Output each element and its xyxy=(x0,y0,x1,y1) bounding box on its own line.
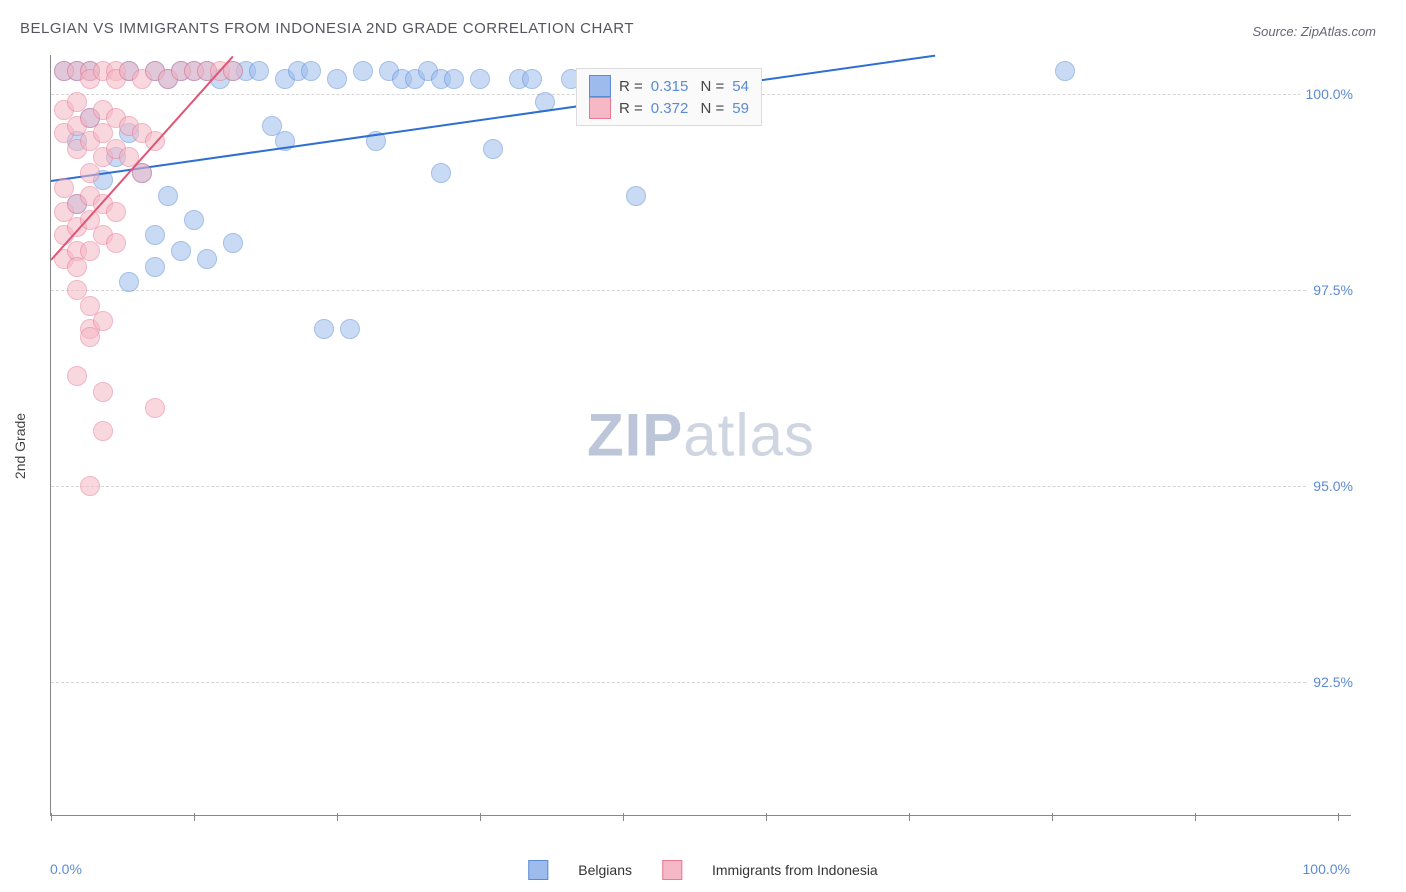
x-tick xyxy=(194,813,195,821)
data-point xyxy=(93,382,113,402)
x-tick xyxy=(909,813,910,821)
stats-box: R = 0.315 N = 54 R = 0.372 N = 59 xyxy=(576,68,762,126)
x-tick xyxy=(480,813,481,821)
data-point xyxy=(119,272,139,292)
gridline xyxy=(51,290,1351,291)
x-axis-min-label: 0.0% xyxy=(50,861,82,877)
legend: Belgians Immigrants from Indonesia xyxy=(528,860,877,880)
data-point xyxy=(106,202,126,222)
x-tick xyxy=(623,813,624,821)
data-point xyxy=(80,327,100,347)
x-axis-max-label: 100.0% xyxy=(1303,861,1350,877)
legend-swatch xyxy=(662,860,682,880)
x-tick xyxy=(1195,813,1196,821)
data-point xyxy=(522,69,542,89)
x-tick xyxy=(337,813,338,821)
data-point xyxy=(444,69,464,89)
data-point xyxy=(145,398,165,418)
data-point xyxy=(483,139,503,159)
legend-label: Belgians xyxy=(578,862,632,878)
data-point xyxy=(80,241,100,261)
stat-r-value: 0.315 xyxy=(651,78,689,95)
x-tick xyxy=(1052,813,1053,821)
x-tick xyxy=(1338,813,1339,821)
data-point xyxy=(197,249,217,269)
data-point xyxy=(80,476,100,496)
y-tick-label: 95.0% xyxy=(1307,478,1353,494)
data-point xyxy=(184,210,204,230)
stat-n-value: 59 xyxy=(732,100,749,117)
stats-row: R = 0.372 N = 59 xyxy=(589,97,749,119)
stat-n-value: 54 xyxy=(732,78,749,95)
stat-r-value: 0.372 xyxy=(651,100,689,117)
data-point xyxy=(249,61,269,81)
stat-r-label: R = xyxy=(619,100,643,117)
watermark: ZIPatlas xyxy=(587,401,815,470)
data-point xyxy=(301,61,321,81)
gridline xyxy=(51,682,1351,683)
series-swatch xyxy=(589,75,611,97)
data-point xyxy=(158,186,178,206)
legend-swatch xyxy=(528,860,548,880)
y-axis-label: 2nd Grade xyxy=(12,413,28,479)
data-point xyxy=(223,233,243,253)
series-swatch xyxy=(589,97,611,119)
data-point xyxy=(470,69,490,89)
x-tick xyxy=(51,813,52,821)
data-point xyxy=(314,319,334,339)
data-point xyxy=(106,233,126,253)
y-tick-label: 92.5% xyxy=(1307,674,1353,690)
data-point xyxy=(327,69,347,89)
y-tick-label: 97.5% xyxy=(1307,282,1353,298)
data-point xyxy=(626,186,646,206)
data-point xyxy=(431,163,451,183)
legend-label: Immigrants from Indonesia xyxy=(712,862,878,878)
stat-r-label: R = xyxy=(619,78,643,95)
stat-n-label: N = xyxy=(696,78,724,95)
y-tick-label: 100.0% xyxy=(1300,86,1353,102)
data-point xyxy=(1055,61,1075,81)
stats-row: R = 0.315 N = 54 xyxy=(589,75,749,97)
data-point xyxy=(171,241,191,261)
x-tick xyxy=(766,813,767,821)
data-point xyxy=(93,421,113,441)
data-point xyxy=(353,61,373,81)
gridline xyxy=(51,486,1351,487)
data-point xyxy=(67,366,87,386)
source-label: Source: ZipAtlas.com xyxy=(1252,24,1376,39)
plot-area: ZIPatlas 100.0% 97.5% 95.0% 92.5% R = 0.315 N… xyxy=(50,55,1351,816)
data-point xyxy=(145,257,165,277)
data-point xyxy=(80,163,100,183)
data-point xyxy=(145,225,165,245)
stat-n-label: N = xyxy=(696,100,724,117)
chart-title: BELGIAN VS IMMIGRANTS FROM INDONESIA 2ND… xyxy=(20,20,634,37)
data-point xyxy=(340,319,360,339)
